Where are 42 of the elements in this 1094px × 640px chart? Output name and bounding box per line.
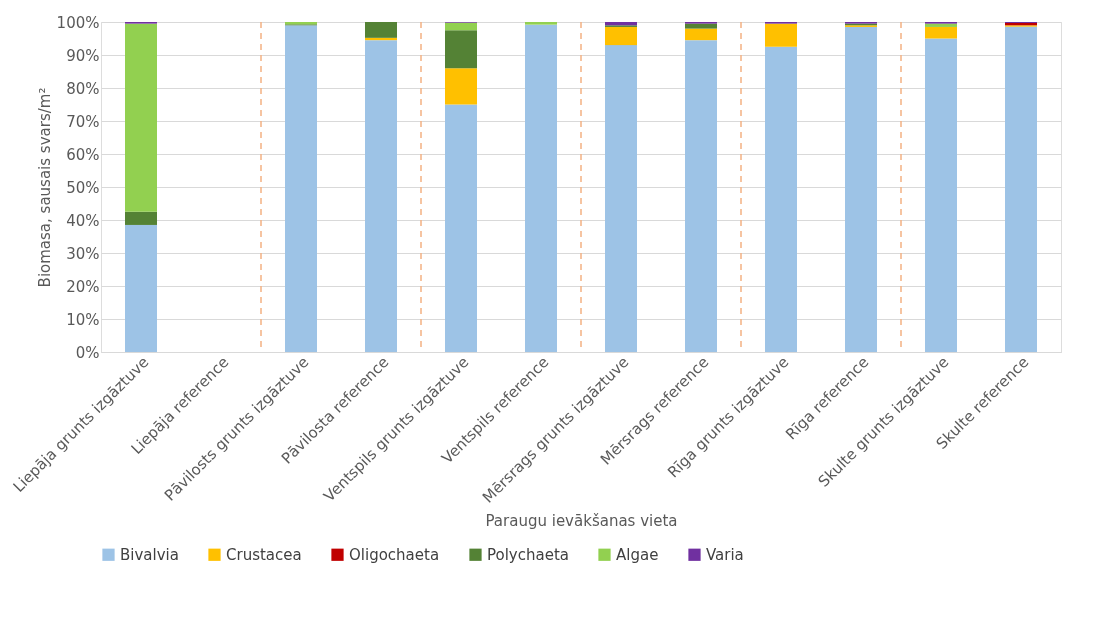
bar <box>765 23 797 47</box>
bar <box>365 40 397 352</box>
bar <box>445 22 477 31</box>
bar <box>685 40 717 352</box>
bar <box>1005 26 1037 352</box>
y-tick-label: 90% <box>66 46 100 65</box>
bar <box>765 46 797 352</box>
bar <box>605 26 637 46</box>
bar <box>925 38 957 352</box>
bar <box>445 30 477 69</box>
bar <box>925 26 957 39</box>
y-tick-label: 80% <box>66 79 100 98</box>
bar <box>365 22 397 38</box>
legend-label: Crustacea <box>226 545 302 564</box>
y-tick-label: 100% <box>56 13 100 32</box>
legend-label: Varia <box>706 545 744 564</box>
bar <box>525 24 557 352</box>
legend-label: Polychaeta <box>487 545 569 564</box>
legend-label: Bivalvia <box>120 545 179 564</box>
y-tick-label: 0% <box>75 343 100 362</box>
legend-label: Algae <box>616 545 659 564</box>
y-tick-label: 60% <box>66 145 100 164</box>
bar <box>125 224 157 352</box>
y-tick-label: 30% <box>66 244 100 263</box>
bar <box>125 23 157 212</box>
legend-label: Oligochaeta <box>349 545 440 564</box>
bar <box>445 68 477 105</box>
bar <box>685 28 717 41</box>
y-tick-label: 40% <box>66 211 100 230</box>
bar <box>685 23 717 29</box>
y-tick-label: 70% <box>66 112 100 131</box>
bar <box>605 45 637 352</box>
bar <box>445 104 477 352</box>
y-tick-label: 20% <box>66 277 100 296</box>
bar <box>285 25 317 352</box>
bar <box>125 211 157 225</box>
y-tick-label: 50% <box>66 178 100 197</box>
x-axis-title: Paraugu ievākšanas vieta <box>485 511 678 530</box>
y-axis-title: Biomasa, sausais svars/m² <box>35 87 54 288</box>
bar <box>845 26 877 352</box>
y-tick-label: 10% <box>66 310 100 329</box>
bar <box>525 22 557 25</box>
